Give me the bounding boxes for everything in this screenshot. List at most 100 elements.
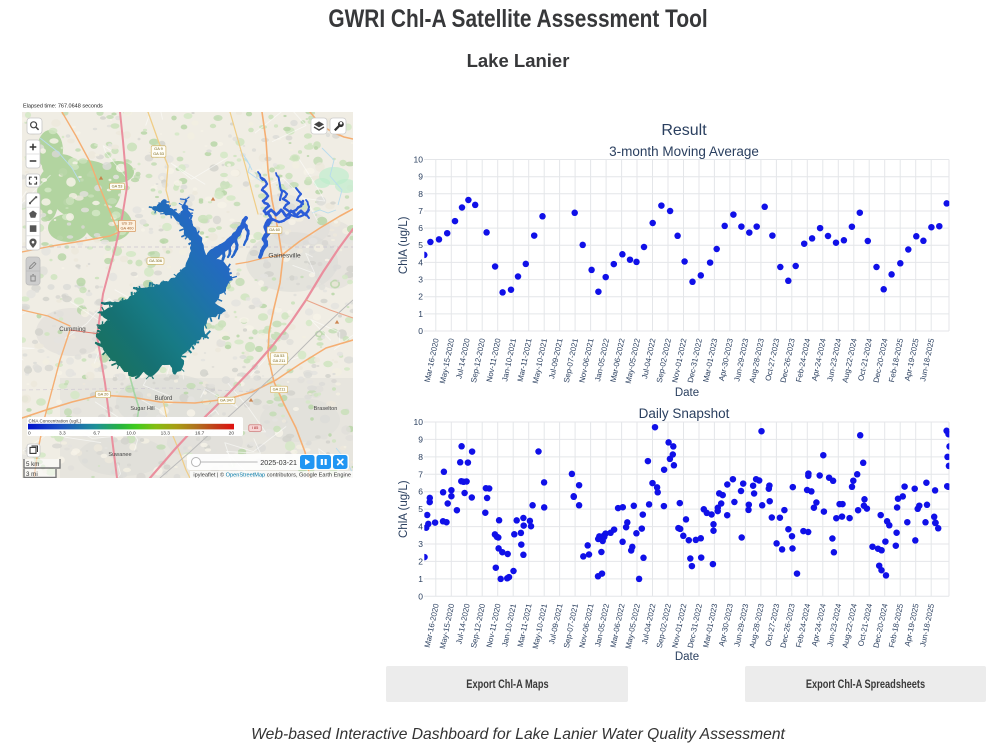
svg-text:10.0: 10.0 [126, 431, 136, 437]
svg-text:Nov-11-2020: Nov-11-2020 [485, 602, 503, 648]
svg-text:Aug-28-2023: Aug-28-2023 [748, 603, 766, 649]
svg-text:4: 4 [418, 522, 423, 532]
svg-text:Sep-07-2021: Sep-07-2021 [562, 338, 580, 384]
svg-text:Nov-11-2020: Nov-11-2020 [485, 337, 503, 383]
svg-text:Jul-14-2020: Jul-14-2020 [454, 337, 472, 380]
svg-text:Jun-29-2023: Jun-29-2023 [732, 338, 750, 383]
svg-text:Jul-04-2022: Jul-04-2022 [640, 603, 657, 645]
svg-text:2025-03-21: 2025-03-21 [260, 458, 297, 467]
svg-text:Jun-18-2025: Jun-18-2025 [918, 337, 936, 382]
svg-text:Mar-11-2021: Mar-11-2021 [516, 603, 534, 648]
svg-text:Dec-26-2023: Dec-26-2023 [779, 603, 797, 649]
svg-text:Sep-12-2020: Sep-12-2020 [469, 602, 487, 649]
svg-text:Feb-24-2024: Feb-24-2024 [794, 337, 812, 383]
svg-text:2: 2 [418, 556, 423, 566]
svg-text:GA 211: GA 211 [273, 358, 286, 363]
svg-text:Apr-19-2025: Apr-19-2025 [903, 337, 921, 382]
svg-text:9: 9 [418, 434, 423, 444]
svg-text:GA 20: GA 20 [98, 392, 110, 397]
svg-text:Mar-11-2021: Mar-11-2021 [516, 338, 534, 383]
svg-text:3.3: 3.3 [59, 431, 66, 437]
svg-text:I 85: I 85 [252, 425, 259, 430]
svg-text:8: 8 [418, 452, 423, 462]
svg-text:8: 8 [418, 189, 423, 199]
svg-text:Date: Date [675, 387, 699, 399]
svg-text:Apr-24-2024: Apr-24-2024 [810, 337, 828, 382]
svg-text:Suwanee: Suwanee [108, 452, 131, 458]
svg-text:Sep-02-2022: Sep-02-2022 [655, 338, 673, 384]
svg-text:5 km: 5 km [26, 461, 39, 468]
svg-text:20: 20 [229, 431, 235, 437]
svg-text:Sep-02-2022: Sep-02-2022 [655, 603, 673, 649]
svg-text:6.7: 6.7 [93, 431, 100, 437]
svg-text:Sugar Hill: Sugar Hill [130, 406, 154, 412]
svg-text:GA 53: GA 53 [274, 353, 285, 358]
svg-text:Result: Result [661, 122, 707, 139]
svg-text:Nov-06-2021: Nov-06-2021 [577, 603, 595, 649]
svg-text:Jul-04-2022: Jul-04-2022 [640, 338, 657, 380]
svg-text:Apr-30-2023: Apr-30-2023 [717, 338, 735, 382]
svg-text:Aug-28-2023: Aug-28-2023 [748, 338, 766, 384]
svg-text:Jan-05-2022: Jan-05-2022 [593, 603, 611, 648]
svg-text:GA 211: GA 211 [273, 387, 286, 392]
svg-text:ChlA (ug/L): ChlA (ug/L) [398, 216, 410, 274]
svg-text:GA 53: GA 53 [153, 151, 164, 156]
svg-text:Cumming: Cumming [59, 326, 86, 333]
svg-text:6: 6 [418, 223, 423, 233]
svg-text:Braselton: Braselton [314, 406, 338, 412]
svg-text:Apr-24-2024: Apr-24-2024 [810, 602, 828, 647]
svg-text:Buford: Buford [155, 396, 173, 402]
svg-text:GA 53: GA 53 [112, 184, 123, 189]
svg-text:Oct-27-2023: Oct-27-2023 [764, 603, 782, 647]
svg-text:GA 347: GA 347 [220, 398, 233, 403]
svg-text:Apr-19-2025: Apr-19-2025 [903, 602, 921, 647]
svg-text:3-month Moving Average: 3-month Moving Average [609, 144, 759, 159]
svg-text:7: 7 [418, 206, 423, 216]
svg-text:Daily Snapshot: Daily Snapshot [639, 406, 730, 421]
svg-text:16.7: 16.7 [195, 431, 205, 437]
svg-text:Mar-06-2022: Mar-06-2022 [608, 603, 626, 649]
svg-text:Nov-06-2021: Nov-06-2021 [577, 338, 595, 384]
svg-text:1: 1 [418, 309, 423, 319]
svg-text:Jul-14-2020: Jul-14-2020 [454, 602, 472, 645]
svg-text:0: 0 [418, 591, 423, 601]
svg-text:ChlA Concentration (ug/L): ChlA Concentration (ug/L) [29, 419, 82, 424]
svg-text:Jun-23-2024: Jun-23-2024 [825, 337, 843, 382]
svg-text:GA 60: GA 60 [269, 227, 281, 232]
svg-text:10: 10 [414, 417, 424, 427]
svg-text:5: 5 [418, 240, 423, 250]
svg-text:Dec-26-2023: Dec-26-2023 [779, 338, 797, 384]
svg-text:Dec-31-2022: Dec-31-2022 [686, 603, 704, 649]
svg-text:Mar-16-2020: Mar-16-2020 [423, 602, 441, 648]
svg-text:Dec-20-2024: Dec-20-2024 [871, 337, 889, 384]
svg-text:7: 7 [418, 469, 423, 479]
svg-text:Jan-10-2021: Jan-10-2021 [500, 338, 518, 383]
svg-text:Date: Date [675, 651, 699, 663]
svg-text:GA 9: GA 9 [154, 146, 163, 151]
svg-text:9: 9 [418, 172, 423, 182]
svg-text:Jul-09-2021: Jul-09-2021 [547, 603, 564, 645]
svg-text:5: 5 [418, 504, 423, 514]
svg-text:Nov-01-2022: Nov-01-2022 [670, 338, 688, 384]
svg-text:Nov-01-2022: Nov-01-2022 [670, 603, 688, 649]
svg-text:10: 10 [414, 155, 424, 165]
svg-text:Mar-01-2023: Mar-01-2023 [701, 338, 719, 384]
svg-text:Gainesville: Gainesville [268, 253, 301, 260]
svg-text:GA 306: GA 306 [149, 258, 162, 263]
svg-text:Feb-18-2025: Feb-18-2025 [887, 602, 905, 648]
svg-text:Mar-01-2023: Mar-01-2023 [701, 603, 719, 649]
svg-text:GA 400: GA 400 [121, 226, 135, 231]
svg-text:Dec-31-2022: Dec-31-2022 [686, 338, 704, 384]
svg-text:Jan-05-2022: Jan-05-2022 [593, 338, 611, 383]
svg-text:Jun-23-2024: Jun-23-2024 [825, 602, 843, 647]
svg-text:Sep-07-2021: Sep-07-2021 [562, 603, 580, 649]
svg-text:Jun-29-2023: Jun-29-2023 [732, 603, 750, 648]
svg-text:0: 0 [418, 326, 423, 336]
svg-text:Oct-27-2023: Oct-27-2023 [764, 338, 782, 382]
svg-text:Dec-20-2024: Dec-20-2024 [871, 602, 889, 649]
svg-text:2: 2 [418, 292, 423, 302]
svg-text:Feb-18-2025: Feb-18-2025 [887, 337, 905, 383]
svg-text:Sep-12-2020: Sep-12-2020 [469, 337, 487, 384]
svg-text:3 mi: 3 mi [26, 471, 38, 478]
svg-text:13.3: 13.3 [161, 431, 171, 437]
